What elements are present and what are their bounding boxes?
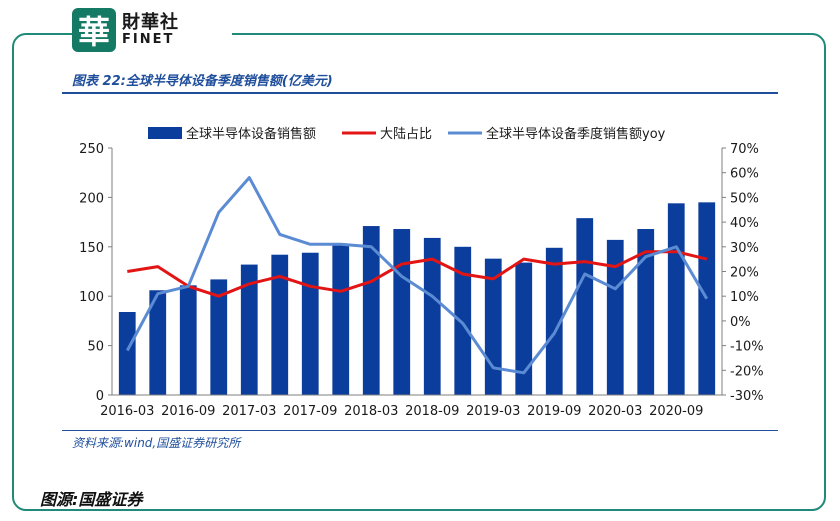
legend-label-yoy: 全球半导体设备季度销售额yoy — [486, 126, 666, 142]
bar — [118, 312, 136, 395]
x-tick-label: 2020-09 — [649, 404, 703, 419]
right-tick-label: 10% — [730, 290, 759, 305]
yoy-line — [125, 176, 709, 375]
logo-mark-icon: 華 — [72, 8, 116, 52]
bar — [637, 229, 655, 395]
x-tick-label: 2018-03 — [344, 404, 398, 419]
left-tick-label: 50 — [87, 340, 104, 355]
bar — [271, 254, 289, 395]
x-tick-label: 2020-03 — [588, 404, 642, 419]
share-line — [127, 250, 708, 298]
right-tick-label: 60% — [730, 167, 759, 182]
right-tick-label: -10% — [730, 340, 764, 355]
legend-label-bar: 全球半导体设备销售额 — [186, 126, 316, 142]
bar — [393, 229, 411, 395]
legend-label-share: 大陆占比 — [380, 126, 432, 142]
bar — [454, 246, 472, 395]
bar — [332, 244, 350, 395]
right-tick-label: 40% — [730, 216, 759, 231]
right-tick-label: 70% — [730, 142, 759, 157]
legend-swatch-bar — [148, 127, 182, 139]
chart-axes: 0 50 100 150 200 250 -30% -20% -10% 0% 10% 20% 30% 40… — [79, 142, 763, 419]
x-tick-label: 2017-03 — [222, 404, 276, 419]
right-tick-label: 20% — [730, 266, 759, 281]
bar — [576, 218, 594, 395]
figure-frame — [12, 33, 826, 511]
bar — [149, 290, 167, 395]
right-tick-label: 0% — [730, 315, 751, 330]
logo-name-cn: 財華社 — [122, 11, 179, 33]
x-tick-label: 2018-09 — [405, 404, 459, 419]
logo-text: 財華社 FINET — [122, 11, 179, 47]
bar — [606, 239, 624, 395]
bar — [545, 247, 563, 395]
bar — [667, 203, 685, 395]
x-tick-label: 2016-03 — [100, 404, 154, 419]
left-tick-label: 0 — [96, 389, 104, 404]
right-tick-label: -20% — [730, 364, 764, 379]
left-tick-label: 100 — [79, 290, 104, 305]
figure-title: 图表 22:全球半导体设备季度销售额(亿美元) — [72, 74, 333, 89]
x-tick-label: 2019-03 — [466, 404, 520, 419]
image-source: 图源:国盛证券 — [40, 490, 143, 509]
bar — [179, 285, 197, 395]
chart-legend: 全球半导体设备销售额 大陆占比 全球半导体设备季度销售额yoy — [148, 126, 666, 142]
bar — [301, 252, 319, 395]
bar-series — [118, 202, 716, 395]
left-tick-label: 150 — [79, 241, 104, 256]
bar — [210, 279, 228, 395]
bar — [240, 264, 258, 395]
finet-logo: 華 財華社 FINET — [72, 6, 232, 54]
figure-title-rule — [62, 92, 778, 94]
logo-name-en: FINET — [122, 31, 175, 47]
left-tick-label: 250 — [79, 142, 104, 157]
x-tick-label: 2016-09 — [161, 404, 215, 419]
x-tick-label: 2019-09 — [527, 404, 581, 419]
right-tick-label: 50% — [730, 191, 759, 206]
line-series — [125, 176, 709, 375]
bar — [362, 226, 380, 395]
right-tick-label: -30% — [730, 389, 764, 404]
bar — [423, 237, 441, 395]
figure-source: 资料来源:wind,国盛证券研究所 — [72, 436, 241, 450]
right-tick-label: 30% — [730, 241, 759, 256]
figure-source-rule — [62, 430, 778, 431]
x-tick-label: 2017-09 — [283, 404, 337, 419]
left-tick-label: 200 — [79, 191, 104, 206]
bar — [515, 262, 533, 395]
